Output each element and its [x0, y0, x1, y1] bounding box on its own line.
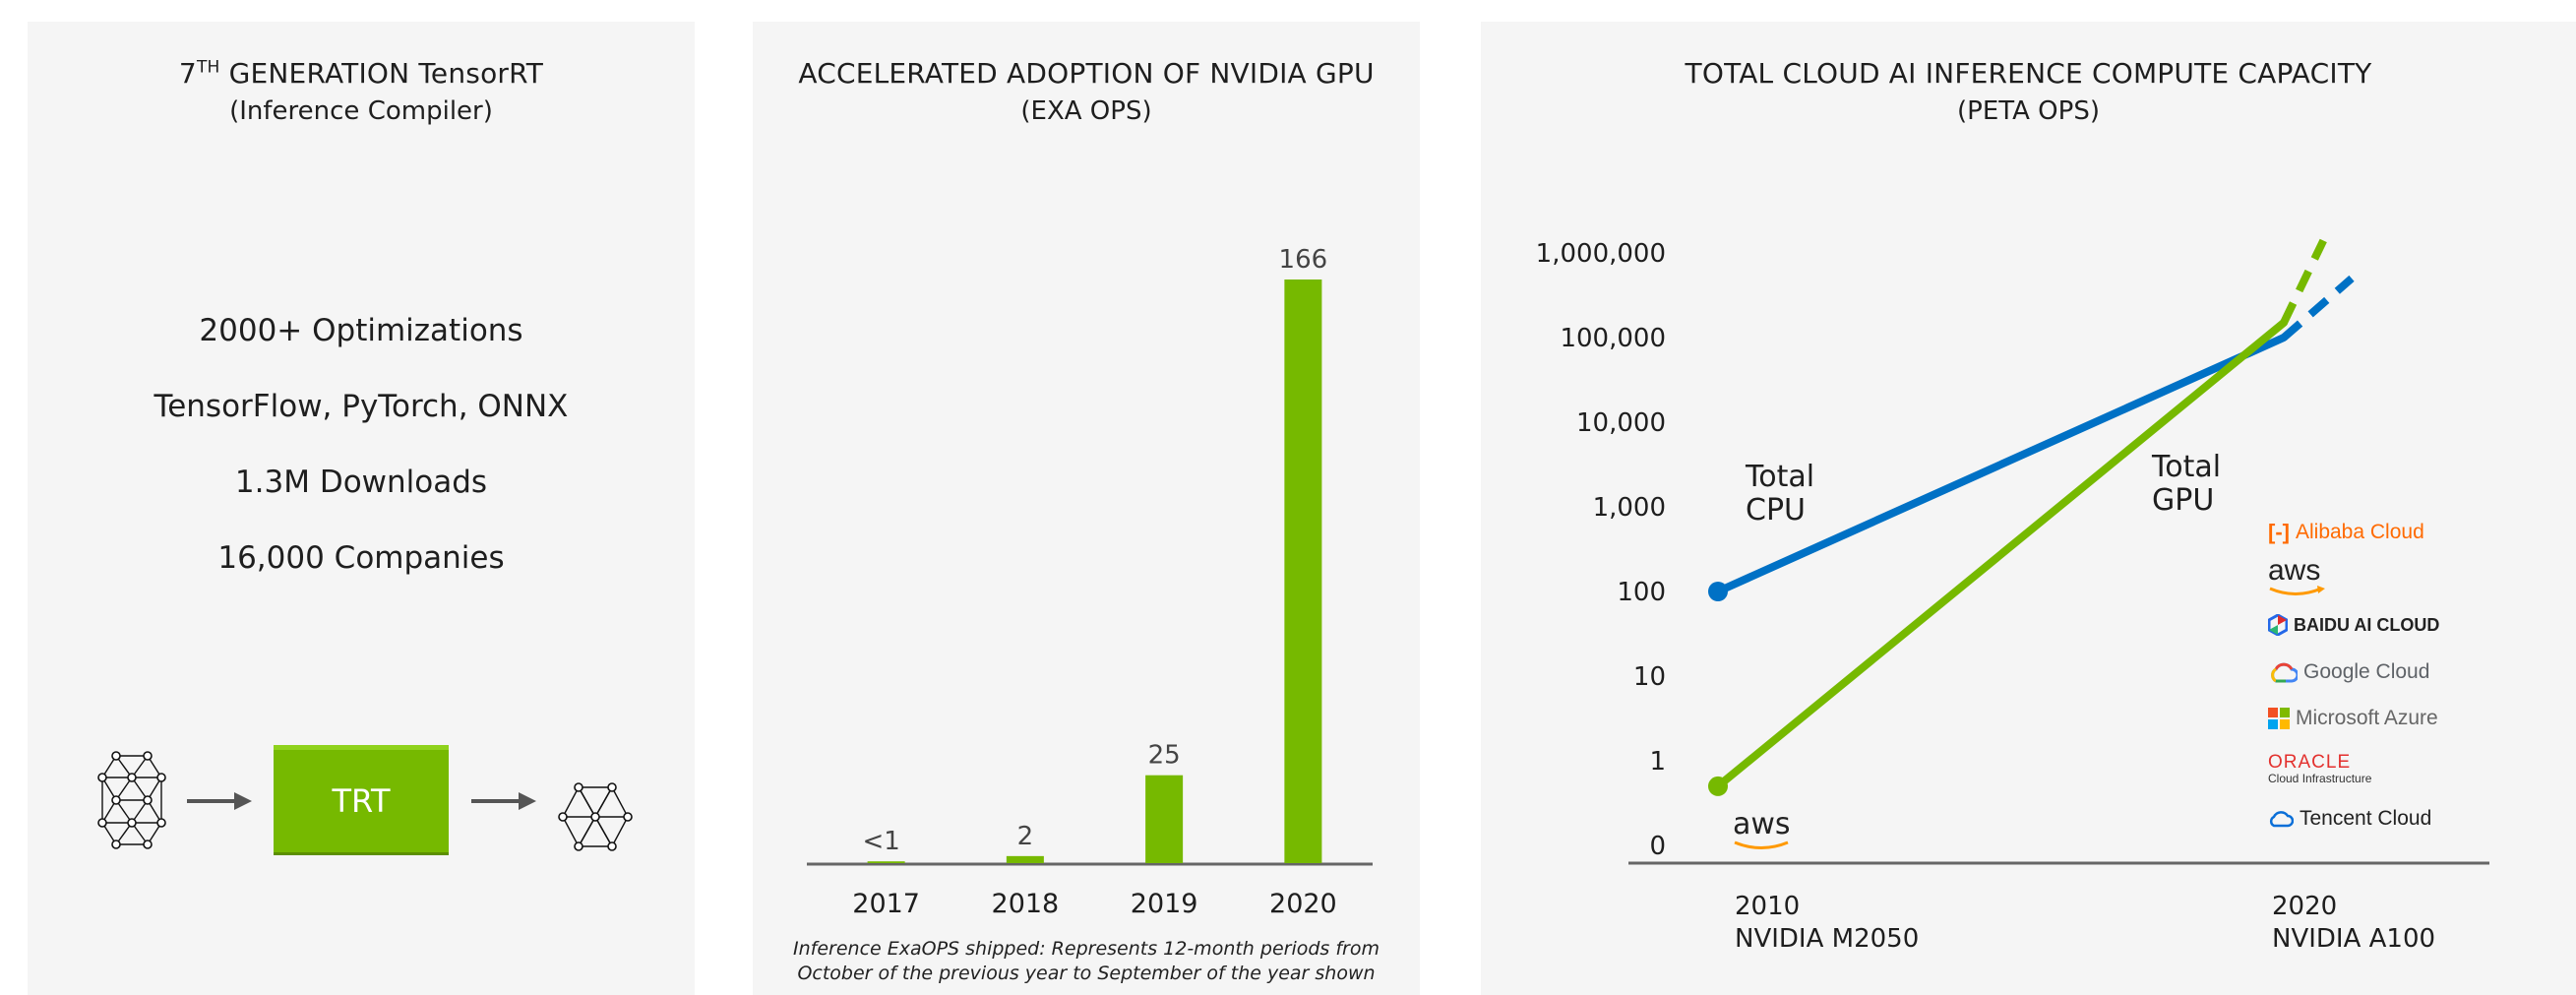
arrow-right-icon [187, 792, 252, 810]
neural-network-output-icon [558, 782, 633, 851]
baidu-hexagon-icon [2268, 614, 2288, 636]
y-tick-label: 10,000 [1576, 408, 1666, 438]
tencent-cloud-logo: Tencent Cloud [2268, 807, 2431, 831]
stat-optimizations: 2000+ Optimizations [199, 313, 523, 348]
bar-value-label: <1 [862, 827, 899, 856]
bar-category-label: 2019 [1131, 889, 1198, 919]
y-tick-label: 100,000 [1560, 324, 1666, 353]
tencent-cloud-icon [2269, 811, 2294, 828]
bar-category-label: 2020 [1269, 889, 1337, 919]
cpu-series-label: Total [1745, 460, 1814, 494]
microsoft-azure-logo: Microsoft Azure [2268, 707, 2438, 730]
oracle-cloud-logo: ORACLE Cloud Infrastructure [2268, 752, 2372, 785]
total-cpu-line [1714, 334, 2288, 595]
microsoft-icon [2268, 708, 2290, 729]
aws-smile-icon [1734, 840, 1789, 849]
tensorrt-title: 7TH GENERATION TensorRT [178, 57, 544, 90]
bar-value-label: 2 [1017, 822, 1034, 851]
bar-2018 [1006, 855, 1044, 863]
bar-value-label: 166 [1279, 245, 1328, 275]
bar-value-label: 25 [1148, 741, 1181, 771]
arrow-right-icon [471, 792, 536, 810]
neural-network-input-icon [97, 751, 166, 849]
aws-logo: aws [2268, 556, 2327, 597]
baidu-ai-cloud-logo: BAIDU AI CLOUD [2268, 614, 2439, 636]
gpu-series-label: GPU [2152, 483, 2214, 518]
y-tick-label: 1 [1649, 747, 1666, 777]
x-gpu-label: NVIDIA M2050 [1735, 924, 1919, 954]
line-chart-title: TOTAL CLOUD AI INFERENCE COMPUTE CAPACIT… [1685, 57, 2372, 90]
alibaba-cloud-logo: [-] Alibaba Cloud [2268, 520, 2424, 544]
total-cpu-projection [2281, 275, 2355, 342]
total-gpu-projection [2280, 238, 2327, 325]
total-gpu-line [1714, 318, 2288, 790]
x-year-label: 2020 [2272, 892, 2337, 921]
bar-chart: <1 2017 2 2018 25 2019 166 2020 [807, 245, 1373, 919]
bar-category-label: 2018 [992, 889, 1060, 919]
stat-downloads: 1.3M Downloads [234, 465, 488, 500]
google-cloud-icon [2271, 662, 2298, 683]
cpu-series-label: CPU [1746, 493, 1806, 528]
trt-box: TRT [274, 745, 449, 855]
bar-2017 [867, 861, 905, 863]
stat-frameworks: TensorFlow, PyTorch, ONNX [153, 389, 569, 424]
bar-chart-subtitle: (EXA OPS) [1020, 96, 1152, 126]
x-year-label: 2010 [1735, 892, 1800, 921]
aws-logo-2010: aws [1733, 807, 1791, 841]
line-chart: 01101001,00010,000100,0001,000,000TotalC… [1536, 238, 2489, 954]
bar-chart-footnote: Inference ExaOPS shipped: Represents 12-… [793, 938, 1380, 984]
tensorrt-subtitle: (Inference Compiler) [229, 96, 493, 126]
gpu-series-label: Total [2151, 450, 2221, 484]
cloud-capacity-panel: TOTAL CLOUD AI INFERENCE COMPUTE CAPACIT… [1481, 22, 2576, 995]
bar-2019 [1145, 775, 1184, 863]
stat-companies: 16,000 Companies [217, 540, 505, 576]
total-cpu-start-point [1708, 582, 1728, 601]
y-tick-label: 0 [1649, 832, 1666, 861]
line-chart-subtitle: (PETA OPS) [1957, 96, 2100, 126]
gpu-adoption-panel: ACCELERATED ADOPTION OF NVIDIA GPU (EXA … [753, 22, 1420, 995]
bar-2020 [1284, 280, 1322, 863]
google-cloud-logo: Google Cloud [2268, 660, 2429, 684]
x-gpu-label: NVIDIA A100 [2272, 924, 2435, 954]
bar-category-label: 2017 [852, 889, 920, 919]
y-tick-label: 1,000 [1593, 493, 1666, 523]
bar-chart-title: ACCELERATED ADOPTION OF NVIDIA GPU [798, 57, 1375, 90]
y-tick-label: 100 [1617, 578, 1666, 607]
total-gpu-start-point [1708, 776, 1728, 796]
tensorrt-panel: 7TH GENERATION TensorRT (Inference Compi… [28, 22, 695, 995]
y-tick-label: 1,000,000 [1536, 239, 1666, 269]
y-tick-label: 10 [1633, 662, 1666, 692]
